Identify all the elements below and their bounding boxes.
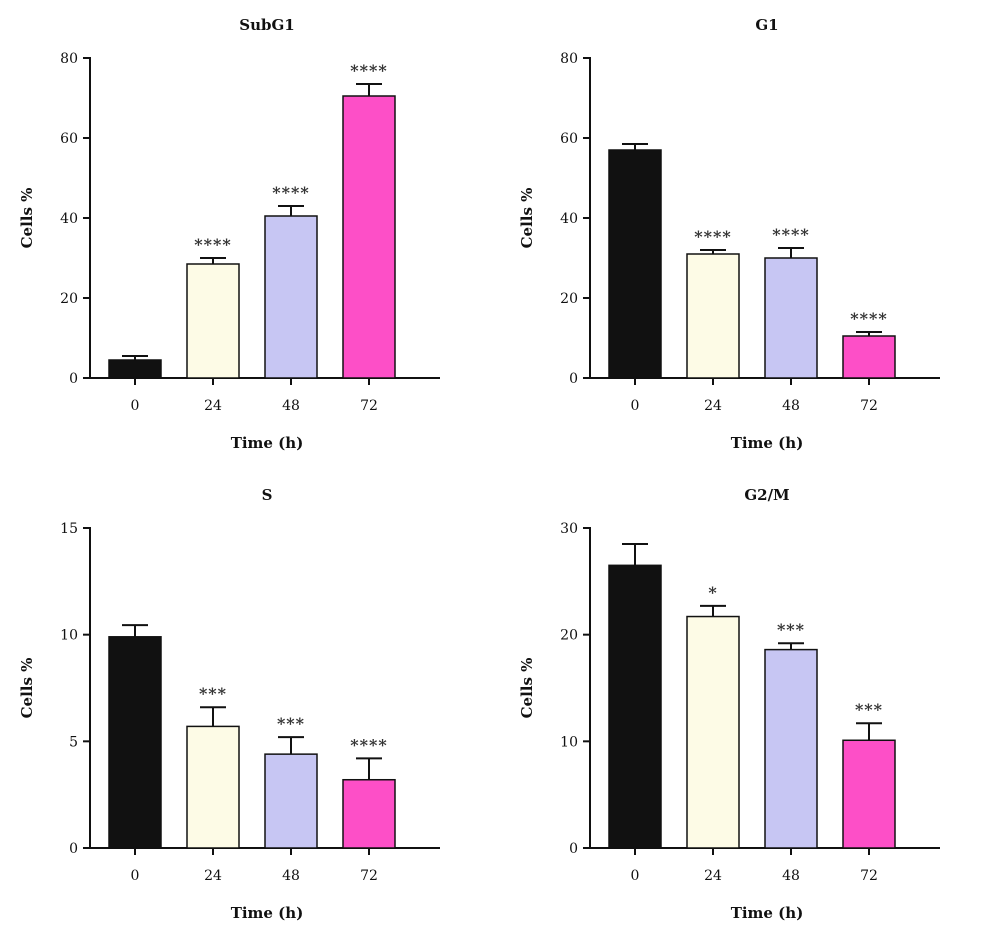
x-tick-label: 72 <box>360 868 378 884</box>
significance-label: **** <box>272 183 309 202</box>
bar-72 <box>342 778 396 849</box>
y-tick-label: 0 <box>69 371 78 387</box>
chart-title: S <box>262 486 273 504</box>
significance-label: **** <box>694 227 731 246</box>
y-tick-label: 5 <box>69 734 78 750</box>
x-axis-label: Time (h) <box>231 904 304 922</box>
bar-0 <box>108 636 162 849</box>
y-tick-label: 20 <box>560 628 578 644</box>
x-tick-label: 72 <box>360 398 378 414</box>
y-tick-label: 40 <box>60 211 78 227</box>
y-tick-label: 20 <box>560 291 578 307</box>
x-tick-label: 48 <box>282 398 300 414</box>
bar-24 <box>186 263 240 379</box>
significance-label: *** <box>855 700 883 719</box>
chart-title: SubG1 <box>239 16 294 34</box>
bar-0 <box>108 359 162 379</box>
x-tick-label: 48 <box>282 868 300 884</box>
x-tick-label: 72 <box>860 398 878 414</box>
y-tick-label: 60 <box>60 131 78 147</box>
chart-panel-g1: G1 0 20 40 60 80 0 24 **** 48 **** 72 **** Time (h) Ce… <box>500 0 1000 470</box>
x-tick-label: 24 <box>204 398 222 414</box>
y-axis-label: Cells % <box>18 188 36 249</box>
bar-24 <box>686 615 740 849</box>
y-tick-label: 0 <box>569 371 578 387</box>
significance-label: **** <box>350 61 387 80</box>
x-tick-label: 48 <box>782 868 800 884</box>
x-tick-label: 48 <box>782 398 800 414</box>
y-tick-label: 0 <box>69 841 78 857</box>
bar-chart-subg1: SubG1 0 20 40 60 80 0 24 **** 48 **** 72 **** Time (h… <box>18 16 440 452</box>
bar-0 <box>608 564 662 849</box>
bar-24 <box>686 253 740 379</box>
y-tick-label: 60 <box>560 131 578 147</box>
bar-chart-g2m: G2/M 0 10 20 30 0 24 * 48 *** 72 *** Time (h) Cells % <box>518 486 940 922</box>
significance-label: * <box>708 583 717 602</box>
x-axis-label: Time (h) <box>731 904 804 922</box>
chart-title: G2/M <box>744 486 789 504</box>
x-tick-label: 72 <box>860 868 878 884</box>
bar-72 <box>342 95 396 379</box>
y-tick-label: 30 <box>560 521 578 537</box>
x-axis-label: Time (h) <box>731 434 804 452</box>
y-tick-label: 10 <box>560 734 578 750</box>
chart-panel-g2m: G2/M 0 10 20 30 0 24 * 48 *** 72 *** Time (h) Cells % <box>500 470 1000 940</box>
chart-panel-subg1: SubG1 0 20 40 60 80 0 24 **** 48 **** 72 **** Time (h… <box>0 0 500 470</box>
bar-chart-s: S 0 5 10 15 0 24 *** 48 *** 72 **** Time (h) Cells % <box>18 486 440 922</box>
bar-0 <box>608 149 662 379</box>
x-axis-label: Time (h) <box>231 434 304 452</box>
chart-title: G1 <box>755 16 778 34</box>
y-tick-label: 10 <box>60 628 78 644</box>
significance-label: *** <box>199 684 227 703</box>
significance-label: **** <box>194 235 231 254</box>
bar-chart-g1: G1 0 20 40 60 80 0 24 **** 48 **** 72 **** Time (h) Ce… <box>518 16 940 452</box>
x-tick-label: 24 <box>704 398 722 414</box>
x-tick-label: 0 <box>631 398 640 414</box>
bar-48 <box>764 257 818 379</box>
bar-48 <box>764 648 818 849</box>
significance-label: **** <box>350 735 387 754</box>
y-axis-label: Cells % <box>518 188 536 249</box>
significance-label: **** <box>850 309 887 328</box>
bar-48 <box>264 753 318 849</box>
y-tick-label: 20 <box>60 291 78 307</box>
x-tick-label: 24 <box>204 868 222 884</box>
bar-24 <box>186 725 240 849</box>
bar-72 <box>842 739 896 849</box>
x-tick-label: 0 <box>131 868 140 884</box>
y-tick-label: 40 <box>560 211 578 227</box>
y-axis-label: Cells % <box>518 658 536 719</box>
bar-72 <box>842 335 896 379</box>
y-tick-label: 15 <box>60 521 78 537</box>
y-axis-label: Cells % <box>18 658 36 719</box>
x-tick-label: 24 <box>704 868 722 884</box>
chart-panel-s: S 0 5 10 15 0 24 *** 48 *** 72 **** Time (h) Cells % <box>0 470 500 940</box>
bar-48 <box>264 215 318 379</box>
significance-label: *** <box>277 714 305 733</box>
x-tick-label: 0 <box>631 868 640 884</box>
y-tick-label: 0 <box>569 841 578 857</box>
y-tick-label: 80 <box>60 51 78 67</box>
significance-label: *** <box>777 620 805 639</box>
x-tick-label: 0 <box>131 398 140 414</box>
significance-label: **** <box>772 225 809 244</box>
y-tick-label: 80 <box>560 51 578 67</box>
